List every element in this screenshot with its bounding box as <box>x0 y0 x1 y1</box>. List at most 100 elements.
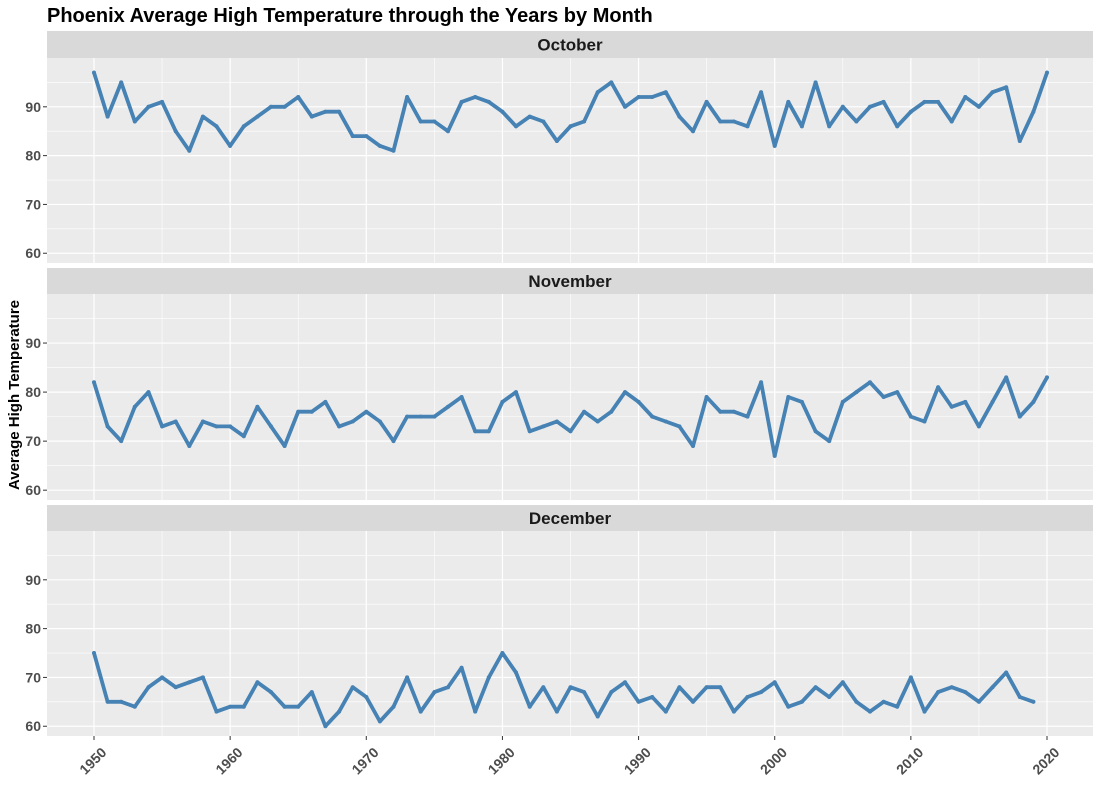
data-point <box>718 119 723 124</box>
data-point <box>500 399 505 404</box>
data-point <box>650 414 655 419</box>
data-point <box>786 704 791 709</box>
data-point <box>1017 414 1022 419</box>
data-point <box>868 709 872 714</box>
data-point <box>364 409 369 414</box>
data-point <box>527 114 532 119</box>
data-point <box>350 419 355 424</box>
data-point <box>473 709 478 714</box>
data-point <box>976 699 981 704</box>
x-tick-label: 1980 <box>485 744 518 777</box>
data-point <box>296 409 301 414</box>
data-point <box>296 704 301 709</box>
data-point <box>813 429 818 434</box>
data-point <box>609 80 614 85</box>
data-point <box>718 409 723 414</box>
data-point <box>105 699 110 704</box>
data-point <box>541 424 546 429</box>
data-point <box>200 419 205 424</box>
x-tick-label: 2020 <box>1029 744 1062 777</box>
data-point <box>119 439 124 444</box>
data-point <box>160 424 165 429</box>
data-point <box>799 399 804 404</box>
data-point <box>173 419 178 424</box>
data-point <box>473 429 478 434</box>
data-point <box>187 444 192 448</box>
strip-label: November <box>528 272 612 291</box>
strip-background <box>47 268 1093 294</box>
data-point <box>813 685 818 690</box>
strip-label: December <box>529 509 612 528</box>
data-point <box>568 685 573 690</box>
data-point <box>582 690 587 695</box>
data-point <box>922 99 927 104</box>
x-axis: 1950 1960 1970 1980 1990 2000 2010 2020 <box>76 736 1063 778</box>
data-point <box>772 680 777 685</box>
data-point <box>1031 699 1036 704</box>
temperature-line <box>92 651 1036 729</box>
data-point <box>391 148 396 153</box>
y-tick-label: 90 <box>25 99 41 115</box>
data-point <box>255 680 260 685</box>
data-point <box>432 119 437 124</box>
data-point <box>92 70 96 75</box>
data-point <box>241 704 246 709</box>
data-point <box>514 670 518 675</box>
data-point <box>854 119 859 124</box>
data-point <box>799 699 804 704</box>
data-point <box>759 380 764 385</box>
data-point <box>936 99 941 104</box>
data-point <box>377 719 382 724</box>
data-point <box>405 95 410 99</box>
data-point <box>405 675 410 680</box>
data-point <box>868 104 872 109</box>
data-point <box>691 129 695 134</box>
data-point <box>92 651 96 655</box>
data-point <box>840 399 845 404</box>
data-point <box>132 704 137 709</box>
data-point <box>214 424 219 429</box>
y-tick-label: 80 <box>25 148 41 164</box>
data-point <box>786 99 791 104</box>
data-point <box>677 424 682 429</box>
data-point <box>541 685 546 690</box>
data-point <box>990 90 995 95</box>
data-point <box>459 99 464 104</box>
strip-background <box>47 505 1093 531</box>
y-tick-label: 80 <box>25 621 41 637</box>
data-point <box>623 104 627 109</box>
y-tick-label: 60 <box>25 482 41 498</box>
data-point <box>582 409 587 414</box>
data-point <box>541 119 546 124</box>
data-point <box>1045 70 1049 75</box>
panel-october: October 60 70 80 90 <box>25 31 1093 263</box>
data-point <box>636 399 641 404</box>
data-point <box>799 124 804 129</box>
panel-november: November 60 70 80 90 <box>25 268 1093 500</box>
data-point <box>963 690 968 695</box>
plot-background <box>47 531 1093 736</box>
panel-december: December 60 70 80 90 <box>25 505 1093 736</box>
data-point <box>527 429 532 434</box>
y-tick-label: 70 <box>25 669 41 685</box>
data-point <box>132 119 137 124</box>
data-point <box>895 704 900 709</box>
x-tick-label: 1950 <box>76 744 109 777</box>
data-point <box>609 409 614 414</box>
data-point <box>663 419 668 424</box>
data-point <box>500 651 505 655</box>
data-point <box>922 419 927 424</box>
data-point <box>364 695 369 699</box>
data-point <box>731 119 736 124</box>
data-point <box>840 680 845 685</box>
data-point <box>269 690 273 695</box>
data-point <box>623 390 627 395</box>
data-point <box>881 99 886 104</box>
data-point <box>337 109 342 114</box>
data-point <box>827 439 832 444</box>
data-point <box>269 424 273 429</box>
data-point <box>228 704 233 709</box>
data-point <box>132 404 137 409</box>
data-point <box>881 395 886 399</box>
